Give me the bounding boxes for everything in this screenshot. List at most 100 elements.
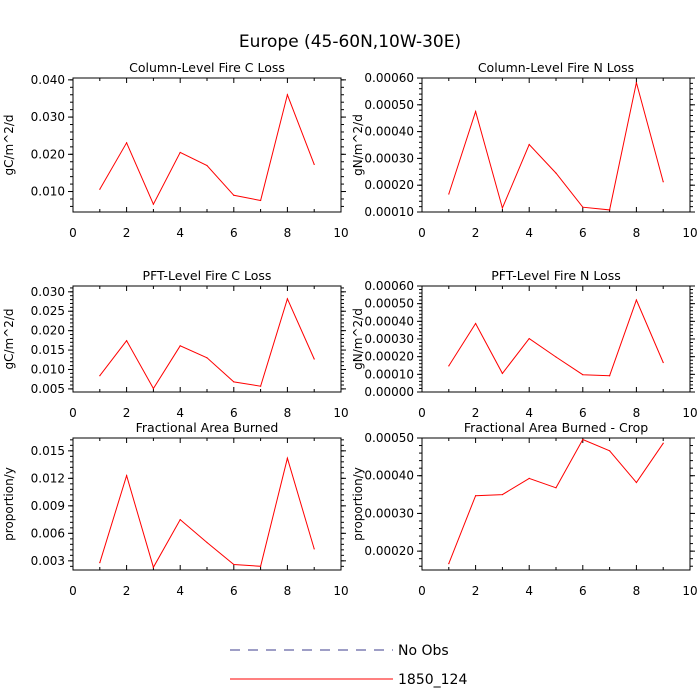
panel-5: 0 2 4 6 8 10 0.003 0.006 0.009 0.012 0.015 Fraction… [2, 420, 349, 598]
y-tick-label: 0.00060 [364, 71, 414, 85]
x-tick-label: 4 [525, 584, 533, 598]
data-point [206, 164, 208, 167]
data-point [233, 194, 235, 196]
x-tick-label: 10 [682, 226, 697, 240]
data-point [206, 357, 208, 359]
data-point [260, 199, 262, 202]
data-point [528, 338, 530, 340]
y-tick-label: 0.00010 [364, 367, 414, 381]
x-tick-label: 8 [633, 226, 641, 240]
data-point [233, 563, 235, 566]
data-point [99, 375, 101, 377]
series-line-1850_124 [99, 456, 315, 569]
y-tick-label: 0.00030 [364, 151, 414, 165]
x-tick-label: 4 [525, 406, 533, 420]
y-tick-label: 0.020 [31, 147, 65, 161]
data-point [528, 477, 530, 479]
y-tick-label: 0.00050 [364, 297, 414, 311]
y-tick-label: 0.00040 [364, 125, 414, 139]
data-point [662, 442, 664, 444]
y-tick-label: 0.015 [31, 343, 65, 357]
series-line-1850_124 [448, 298, 664, 377]
data-point [635, 481, 638, 484]
data-point [609, 450, 611, 452]
y-tick-label: 0.015 [31, 444, 65, 458]
x-tick-label: 0 [418, 406, 426, 420]
x-tick-label: 2 [472, 226, 480, 240]
y-tick-label: 0.00050 [364, 98, 414, 112]
data-point [99, 562, 101, 564]
plot-frame [421, 77, 691, 213]
plot-frame [421, 437, 691, 571]
y-tick-label: 0.012 [31, 471, 65, 485]
data-point [152, 387, 154, 390]
data-point [475, 495, 477, 497]
plot-frame [72, 77, 342, 213]
y-tick-label: 0.009 [31, 499, 65, 513]
x-tick-label: 4 [176, 584, 184, 598]
panel-title: PFT-Level Fire C Loss [143, 268, 272, 283]
y-tick-label: 0.00040 [364, 314, 414, 328]
data-point [313, 358, 315, 360]
x-tick-label: 10 [682, 406, 697, 420]
x-tick-label: 10 [333, 226, 348, 240]
y-tick-label: 0.00020 [364, 350, 414, 364]
x-tick-label: 2 [123, 226, 131, 240]
data-point [260, 565, 262, 567]
data-point [448, 562, 450, 565]
panel-2: 0 2 4 6 8 10 0.00010 0.00020 0.00030 0.00040 0.000… [351, 60, 698, 240]
data-point [286, 94, 288, 96]
y-tick-label: 0.010 [31, 362, 65, 376]
data-point [99, 188, 101, 190]
data-point [528, 143, 530, 146]
data-point [475, 322, 477, 325]
y-axis-label: gN/m^2/d [351, 114, 365, 176]
x-tick-label: 4 [176, 406, 184, 420]
x-tick-label: 4 [525, 226, 533, 240]
y-tick-label: 0.00020 [364, 178, 414, 192]
y-tick-label: 0.00030 [364, 506, 414, 520]
x-tick-label: 10 [682, 584, 697, 598]
data-point [475, 110, 477, 113]
x-tick-label: 4 [176, 226, 184, 240]
x-tick-label: 10 [333, 584, 348, 598]
y-axis-label: gC/m^2/d [2, 114, 16, 175]
panel-title: Fractional Area Burned - Crop [464, 420, 648, 435]
series-line-1850_124 [99, 297, 315, 390]
y-tick-label: 0.00060 [364, 279, 414, 293]
panels: 0 2 4 6 8 10 0.010 0.020 0.030 0.040 Column-Level … [2, 60, 698, 598]
data-point [635, 299, 638, 301]
y-axis-label: proportion/y [351, 467, 365, 541]
x-tick-label: 0 [69, 406, 77, 420]
data-point [662, 181, 664, 183]
y-tick-label: 0.00020 [364, 544, 414, 558]
data-point [582, 438, 584, 441]
x-tick-label: 6 [579, 584, 587, 598]
y-tick-label: 0.025 [31, 304, 65, 318]
y-tick-label: 0.030 [31, 110, 65, 124]
data-point [260, 385, 262, 387]
data-point [233, 381, 235, 383]
series-line-1850_124 [448, 438, 664, 564]
x-tick-label: 8 [284, 584, 292, 598]
data-point [179, 518, 181, 521]
data-point [179, 151, 181, 154]
x-tick-label: 2 [123, 406, 131, 420]
y-tick-label: 0.00040 [364, 469, 414, 483]
panel-6: 0 2 4 6 8 10 0.00020 0.00030 0.00040 0.00050 Fract… [351, 420, 698, 598]
y-tick-label: 0.00010 [364, 205, 414, 219]
data-point [609, 209, 611, 211]
data-point [286, 457, 288, 459]
data-point [555, 356, 557, 358]
x-tick-label: 6 [230, 584, 238, 598]
y-tick-label: 0.020 [31, 324, 65, 338]
data-point [313, 163, 315, 165]
plot-frame [421, 285, 691, 393]
data-point [448, 365, 450, 367]
x-tick-label: 0 [69, 584, 77, 598]
data-point [582, 206, 584, 208]
y-tick-label: 0.006 [31, 526, 65, 540]
panel-4: 0 2 4 6 8 10 0.00000 0.00010 0.00020 0.00030 0.000… [351, 268, 698, 420]
panel-title: Column-Level Fire C Loss [129, 60, 285, 75]
y-tick-label: 0.00050 [364, 431, 414, 445]
